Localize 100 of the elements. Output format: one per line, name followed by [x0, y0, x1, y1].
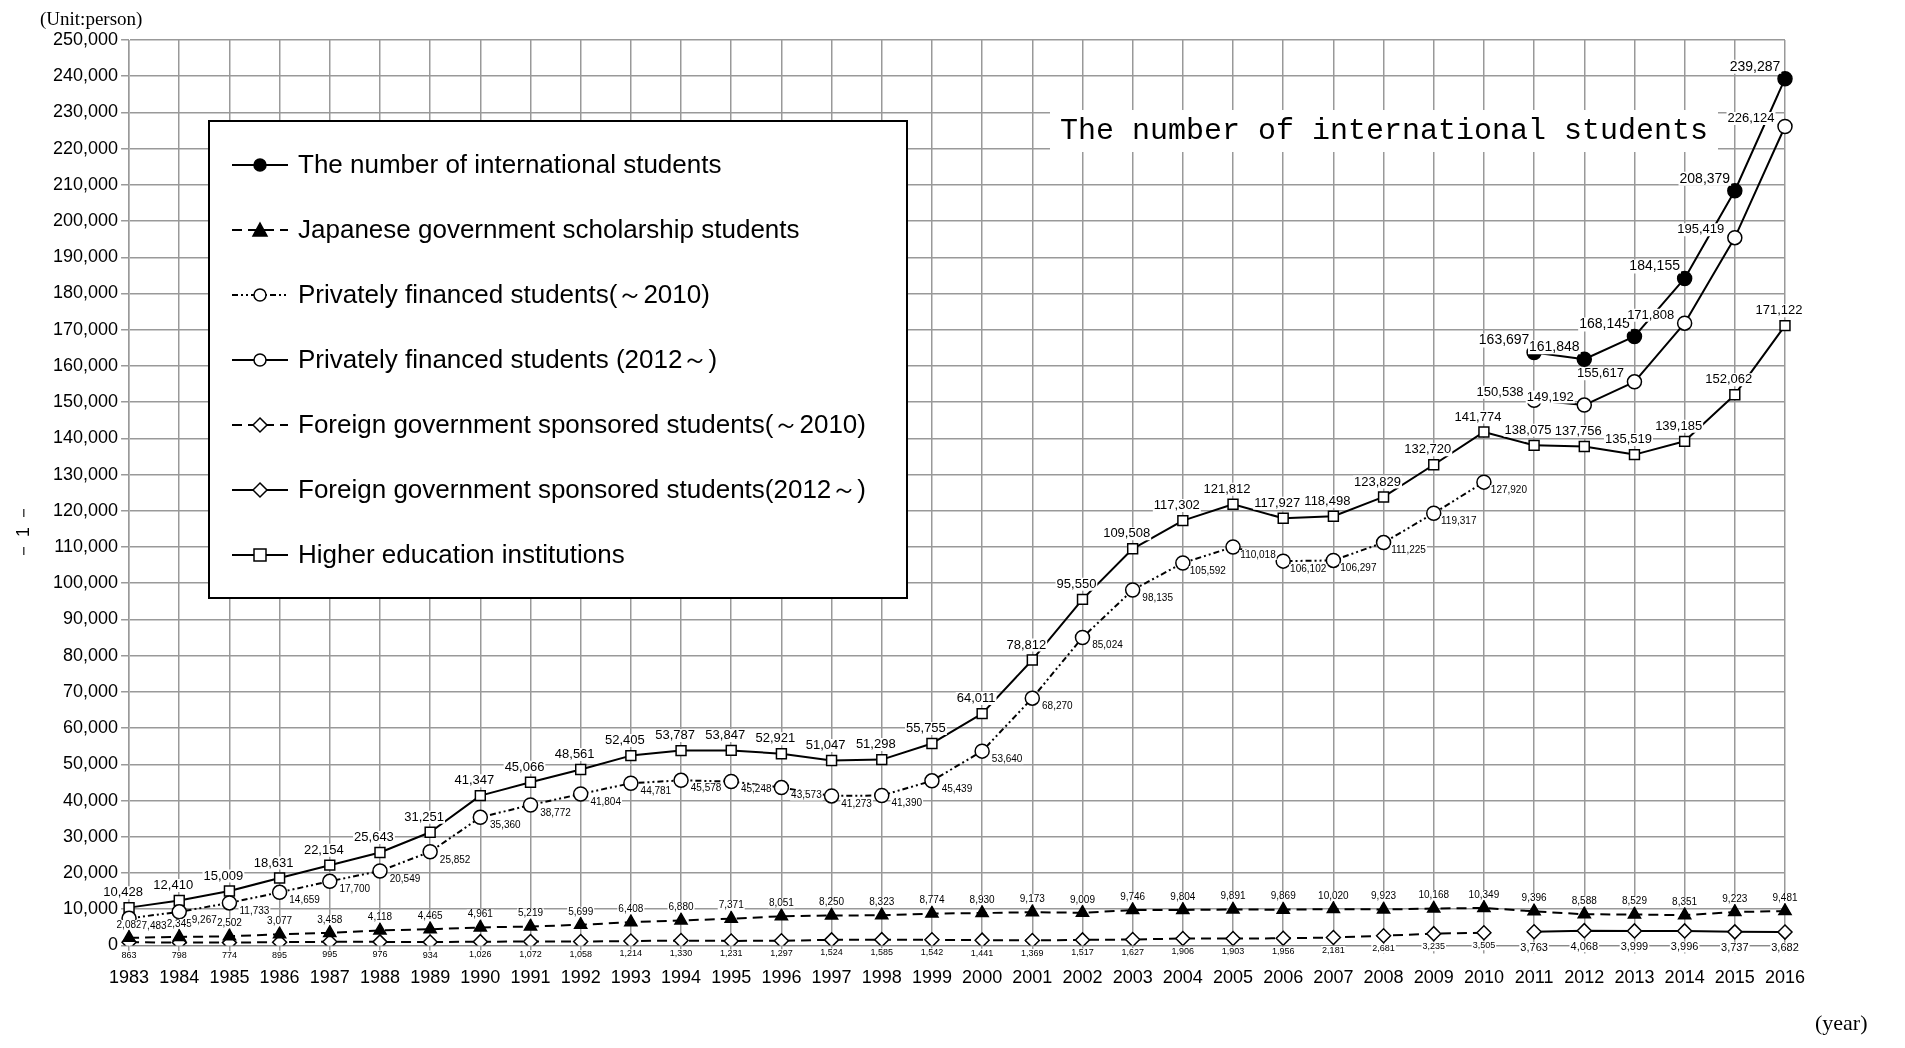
data-label: 10,020 — [1318, 889, 1350, 901]
data-label: 1,026 — [469, 949, 492, 960]
point — [975, 905, 989, 918]
data-label: 41,273 — [841, 797, 873, 809]
x-tick-label: 1984 — [159, 967, 200, 988]
point — [1626, 923, 1643, 939]
point — [172, 929, 187, 942]
x-tick-label: 1990 — [460, 967, 501, 988]
point — [874, 907, 889, 920]
data-label: 863 — [121, 949, 137, 960]
point — [1727, 924, 1743, 940]
y-tick-label: 150,000 — [52, 391, 119, 412]
point — [1526, 924, 1542, 940]
point — [322, 925, 337, 938]
data-label: 3,763 — [1520, 940, 1548, 953]
point — [1225, 930, 1241, 946]
data-label: 111,225 — [1391, 544, 1427, 556]
data-label: 85,024 — [1092, 639, 1124, 651]
point — [623, 933, 639, 946]
data-label: 3,505 — [1472, 940, 1496, 951]
data-label: 9,267 — [191, 913, 218, 925]
point — [1678, 435, 1691, 448]
data-label: 895 — [272, 949, 288, 960]
text: － 1 － — [12, 503, 34, 561]
point — [1476, 924, 1492, 941]
data-label: 1,072 — [519, 949, 542, 959]
point — [1124, 931, 1141, 946]
point — [472, 809, 489, 826]
point — [673, 772, 689, 789]
data-label: 3,458 — [317, 913, 343, 925]
point — [1576, 397, 1593, 413]
data-label: 18,631 — [253, 854, 294, 870]
data-label: 25,643 — [354, 829, 394, 845]
x-tick-label: 2003 — [1112, 967, 1153, 988]
point — [523, 918, 538, 931]
point — [725, 744, 737, 757]
data-label: 2,181 — [1322, 944, 1345, 955]
point — [324, 859, 336, 871]
y-tick-label: 0 — [108, 934, 119, 955]
legend-label: The number of international students — [298, 149, 722, 180]
x-tick-label: 1997 — [811, 967, 852, 988]
data-label: 1,058 — [569, 949, 592, 960]
data-label: 25,852 — [439, 853, 471, 865]
data-label: 31,251 — [404, 808, 445, 824]
point — [924, 932, 940, 946]
point — [926, 737, 938, 750]
legend-label: Privately financed students (2012～) — [298, 343, 718, 376]
x-tick-label: 2016 — [1764, 967, 1806, 988]
x-tick-label: 1995 — [711, 967, 752, 988]
data-label: 3,077 — [267, 915, 293, 927]
y-tick-label: 10,000 — [63, 898, 119, 919]
point — [474, 789, 487, 802]
x-tick-label: 2008 — [1363, 967, 1404, 988]
data-label: 226,124 — [1727, 110, 1775, 126]
point — [1226, 901, 1240, 914]
data-label: 7,371 — [718, 899, 745, 911]
point — [823, 788, 840, 804]
point — [1578, 440, 1590, 453]
point — [424, 826, 436, 838]
point — [1777, 924, 1793, 940]
x-tick-label: 1983 — [109, 967, 150, 988]
point — [222, 928, 237, 941]
data-label: 3,999 — [1620, 939, 1649, 952]
point — [1477, 900, 1491, 913]
point — [1425, 925, 1442, 942]
point — [976, 707, 988, 720]
point — [473, 919, 488, 932]
data-label: 10,349 — [1468, 888, 1500, 900]
point — [1327, 510, 1340, 522]
point — [1326, 901, 1341, 914]
point — [372, 863, 388, 879]
data-label: 163,697 — [1478, 331, 1530, 348]
data-label: 8,774 — [919, 894, 945, 906]
data-label: 53,787 — [655, 727, 695, 743]
data-label: 798 — [171, 949, 187, 960]
point — [774, 908, 789, 921]
legend-label: Higher education institutions — [298, 539, 625, 570]
x-tick-label: 2013 — [1614, 967, 1655, 988]
data-label: 117,302 — [1153, 497, 1200, 513]
data-label: 8,051 — [768, 896, 795, 908]
point — [1528, 439, 1540, 452]
data-label: 1,297 — [770, 948, 793, 959]
point — [1576, 922, 1593, 939]
point — [1626, 374, 1643, 390]
point — [1175, 555, 1191, 571]
point — [574, 763, 587, 776]
y-tick-label: 120,000 — [52, 499, 119, 520]
data-label: 6,408 — [618, 902, 644, 914]
data-label: 9,223 — [1722, 892, 1748, 904]
point — [272, 926, 287, 939]
data-label: 1,906 — [1171, 945, 1195, 956]
point — [373, 922, 387, 935]
data-label: 17,700 — [339, 883, 371, 895]
data-label: 15,009 — [203, 867, 244, 883]
point — [1425, 505, 1442, 522]
point — [1227, 498, 1239, 510]
y-tick-label: 30,000 — [63, 825, 119, 846]
point — [423, 921, 437, 934]
point — [623, 775, 639, 791]
data-label: 10,428 — [103, 884, 143, 900]
